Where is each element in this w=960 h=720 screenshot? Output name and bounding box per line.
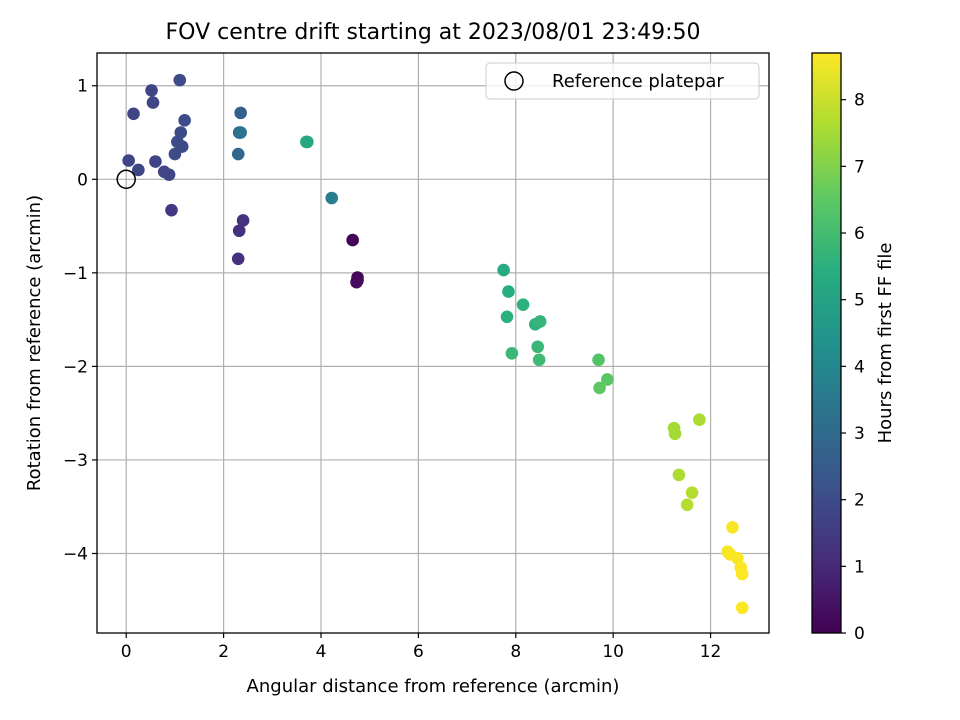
- x-tick-label: 10: [602, 642, 624, 662]
- data-point: [680, 498, 694, 512]
- data-point: [726, 520, 739, 534]
- data-point: [532, 353, 546, 367]
- data-point: [497, 263, 510, 277]
- colorbar-label: Hours from first FF file: [875, 243, 896, 444]
- reference-marker: [116, 169, 136, 190]
- data-point: [693, 413, 706, 427]
- x-tick-label: 6: [413, 642, 424, 662]
- data-point: [685, 486, 699, 499]
- data-point: [149, 155, 162, 168]
- y-tick-label: −2: [63, 357, 88, 377]
- data-point: [122, 154, 135, 167]
- data-point: [672, 468, 686, 482]
- data-point: [145, 84, 158, 97]
- data-points: [122, 73, 749, 615]
- colorbar-tick-label: 2: [854, 491, 865, 511]
- data-point: [735, 601, 749, 615]
- data-point: [234, 106, 247, 120]
- legend: Reference platepar: [485, 62, 760, 100]
- data-point: [162, 168, 176, 181]
- data-point: [735, 567, 749, 581]
- data-point: [165, 203, 178, 217]
- y-tick-label: −3: [63, 451, 88, 471]
- colorbar-tick-label: 7: [854, 157, 865, 177]
- data-point: [516, 298, 530, 311]
- x-axis-ticks: 0 2 4 6 8 10 12: [121, 633, 722, 662]
- data-point: [350, 275, 363, 289]
- legend-marker-icon: [504, 71, 524, 91]
- grid-lines: [97, 53, 769, 633]
- data-point: [173, 73, 187, 87]
- data-point: [502, 285, 515, 298]
- y-axis-ticks: 1 0 −1 −2 −3 −4: [63, 77, 97, 564]
- x-tick-label: 8: [510, 642, 521, 662]
- data-point: [178, 114, 191, 127]
- data-point: [132, 163, 145, 177]
- data-point: [231, 252, 245, 266]
- colorbar-tick-label: 3: [854, 424, 865, 444]
- x-tick-label: 2: [218, 642, 229, 662]
- colorbar-tick-label: 1: [854, 557, 865, 577]
- x-axis-label: Angular distance from reference (arcmin): [247, 676, 620, 697]
- y-tick-label: −4: [63, 544, 88, 564]
- chart-title: FOV centre drift starting at 2023/08/01 …: [166, 20, 701, 45]
- data-point: [325, 191, 339, 205]
- data-point: [234, 126, 247, 139]
- legend-entry-reference-platepar: Reference platepar: [552, 71, 724, 92]
- data-point: [668, 427, 682, 441]
- data-point: [174, 126, 188, 139]
- x-tick-label: 12: [700, 642, 722, 662]
- y-tick-label: 1: [77, 77, 88, 97]
- data-point: [236, 214, 250, 227]
- colorbar-tick-label: 4: [854, 357, 865, 377]
- y-axis-label: Rotation from reference (arcmin): [24, 195, 45, 491]
- data-point: [593, 381, 606, 395]
- colorbar: [811, 52, 842, 634]
- data-point: [127, 107, 140, 121]
- data-point: [533, 315, 547, 328]
- data-point: [531, 340, 544, 354]
- data-point: [601, 373, 614, 386]
- data-point: [232, 224, 246, 238]
- data-point: [146, 96, 160, 109]
- data-point: [346, 233, 359, 247]
- x-tick-label: 0: [121, 642, 132, 662]
- colorbar-tick-label: 6: [854, 224, 865, 244]
- y-tick-label: −1: [63, 264, 88, 284]
- data-point: [301, 135, 314, 149]
- legend-box: [485, 62, 760, 100]
- data-point: [175, 140, 189, 153]
- data-point: [505, 346, 519, 360]
- colorbar-tick-label: 0: [854, 624, 865, 644]
- data-point: [500, 310, 514, 324]
- y-tick-label: 0: [77, 170, 88, 190]
- plot-frame: [96, 52, 770, 634]
- colorbar-tick-label: 8: [854, 91, 865, 111]
- colorbar-ticks: 0 1 2 3 4 5 6 7 8: [841, 91, 865, 644]
- data-point: [592, 353, 605, 367]
- data-point: [231, 147, 245, 161]
- x-tick-label: 4: [316, 642, 327, 662]
- colorbar-tick-label: 5: [854, 291, 865, 311]
